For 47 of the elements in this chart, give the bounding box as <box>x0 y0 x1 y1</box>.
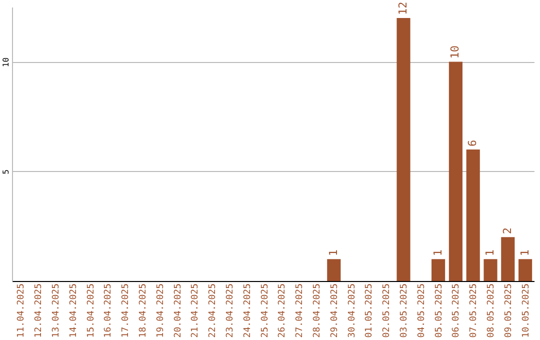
x-tick-label: 25.04.2025 <box>260 284 270 338</box>
bar <box>484 259 498 281</box>
bar <box>448 62 462 281</box>
text: 1 <box>484 249 496 256</box>
text: 10 <box>448 46 462 59</box>
text: 12 <box>396 2 410 15</box>
x-tick-label: 24.04.2025 <box>242 284 253 338</box>
text: 1 <box>326 249 340 256</box>
x-tick-label: 08.05.2025 <box>486 284 496 338</box>
x-tick-label: 15.04.2025 <box>86 284 96 338</box>
x-tick-label: 12.04.2025 <box>34 284 44 338</box>
x-tick-label: 13.04.2025 <box>52 284 62 338</box>
bar <box>396 18 410 281</box>
bar <box>327 259 341 281</box>
x-tick-label: 19.04.2025 <box>156 284 166 338</box>
x-tick-label: 23.04.2025 <box>226 284 236 338</box>
x-tick-label: 07.05.2025 <box>469 284 480 338</box>
x-tick-label: 26.04.2025 <box>278 284 288 338</box>
text: 6 <box>466 140 480 146</box>
x-tick-label: 27.04.2025 <box>295 284 306 338</box>
x-tick-label: 29.04.2025 <box>330 284 340 338</box>
x-tick-label: 10.05.2025 <box>521 284 532 338</box>
text: 1 <box>431 249 444 256</box>
bar <box>518 259 532 281</box>
x-tick-label: 16.04.2025 <box>104 284 114 338</box>
bar <box>501 237 515 281</box>
text: 2 <box>500 228 514 234</box>
y-tick-label: 5 <box>2 169 10 174</box>
x-tick-label: 20.04.2025 <box>173 284 184 338</box>
x-tick-label: 30.04.2025 <box>347 284 358 338</box>
x-tick-label: 14.04.2025 <box>68 284 79 338</box>
x-tick-label: 17.04.2025 <box>121 284 132 338</box>
x-tick-label: 28.04.2025 <box>312 284 322 338</box>
x-tick-label: 09.05.2025 <box>504 284 514 338</box>
x-tick-label: 03.05.2025 <box>400 284 410 338</box>
x-tick-label: 18.04.2025 <box>138 284 148 338</box>
x-tick-label: 05.05.2025 <box>434 284 444 338</box>
x-tick-label: 04.05.2025 <box>416 284 427 338</box>
text: 1 <box>518 249 532 256</box>
x-tick-label: 01.05.2025 <box>364 284 375 338</box>
x-tick-label: 06.05.2025 <box>452 284 462 338</box>
x-tick-label: 02.05.2025 <box>382 284 392 338</box>
bar <box>466 149 480 281</box>
x-tick-label: 11.04.2025 <box>16 284 27 338</box>
x-tick-label: 21.04.2025 <box>190 284 201 338</box>
bar <box>432 259 446 281</box>
x-tick-label: 22.04.2025 <box>208 284 218 338</box>
